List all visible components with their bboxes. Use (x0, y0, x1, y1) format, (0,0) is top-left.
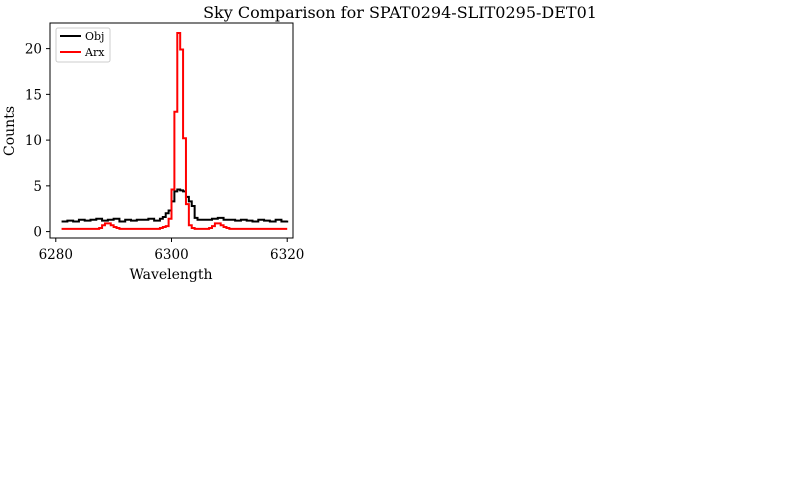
x-tick-label: 6280 (39, 247, 73, 263)
legend: Obj Arx (55, 27, 111, 63)
y-tick-label: 10 (25, 133, 42, 149)
x-tick-label: 6300 (154, 247, 188, 263)
series-layer (61, 32, 289, 230)
legend-label-obj: Obj (85, 30, 104, 43)
series-line-obj (61, 188, 289, 223)
series-line-arx (61, 32, 288, 230)
y-axis-label: Counts (2, 106, 18, 156)
y-tick-label: 15 (25, 87, 42, 103)
y-tick-label: 5 (33, 179, 42, 195)
y-tick-label: 0 (33, 225, 42, 241)
y-tick-label: 20 (25, 42, 42, 58)
tick-layer: 6280 6300 6320 0 5 10 15 20 (25, 42, 305, 263)
x-tick-label: 6320 (270, 247, 304, 263)
plot-area: 6280 6300 6320 0 5 10 15 20 (25, 22, 305, 263)
chart-title: Sky Comparison for SPAT0294-SLIT0295-DET… (203, 3, 597, 22)
x-axis-label: Wavelength (129, 267, 212, 283)
legend-label-arx: Arx (84, 46, 105, 59)
